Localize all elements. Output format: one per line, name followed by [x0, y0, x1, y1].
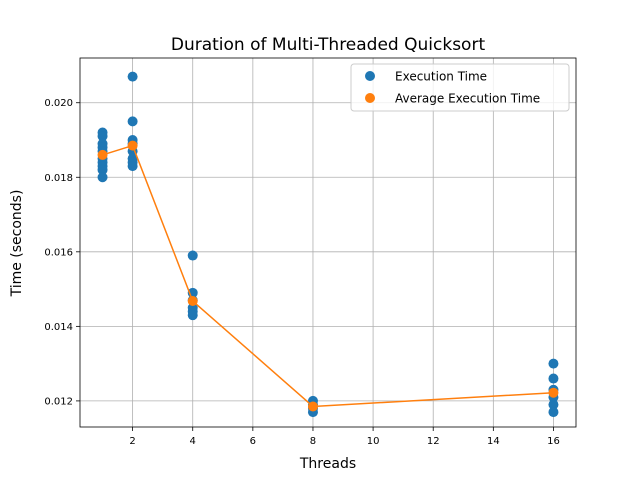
x-tick-label: 4: [190, 436, 196, 447]
x-tick-label: 10: [367, 436, 380, 447]
legend-label-execution-time: Execution Time: [395, 70, 487, 84]
x-tick-label: 6: [250, 436, 256, 447]
y-tick-label: 0.012: [44, 396, 73, 407]
y-tick-label: 0.020: [44, 98, 73, 109]
legend-label-average-execution-time: Average Execution Time: [395, 92, 540, 106]
legend: Execution Time Average Execution Time: [350, 63, 570, 112]
chart-title: Duration of Multi-Threaded Quicksort: [171, 35, 486, 55]
y-tick-label: 0.016: [44, 247, 73, 258]
x-axis-title: Threads: [299, 456, 356, 472]
execution-time-point: [127, 116, 138, 127]
x-axis: 2 4 6 8 10 12 14 16: [129, 427, 560, 447]
plot-area: [97, 71, 559, 418]
y-tick-label: 0.018: [44, 173, 73, 184]
y-axis: 0.012 0.014 0.016 0.018 0.020: [44, 98, 80, 407]
x-tick-label: 2: [129, 436, 135, 447]
legend-marker-execution-time: [365, 71, 375, 81]
grid: [80, 58, 576, 427]
execution-time-point: [548, 407, 559, 418]
execution-time-point: [548, 399, 559, 410]
x-tick-label: 16: [547, 436, 560, 447]
execution-time-point: [97, 131, 108, 142]
average-execution-time-point: [97, 149, 108, 160]
y-axis-title: Time (seconds): [9, 190, 25, 298]
average-execution-time-point: [187, 296, 198, 307]
execution-time-point: [97, 172, 108, 183]
execution-time-point: [548, 358, 559, 369]
average-execution-time-point: [127, 140, 138, 151]
x-tick-label: 12: [427, 436, 440, 447]
legend-box: [350, 63, 570, 112]
x-tick-label: 8: [310, 436, 316, 447]
execution-time-point: [127, 71, 138, 82]
execution-time-point: [187, 250, 198, 261]
average-execution-time-point: [548, 387, 559, 398]
y-tick-label: 0.014: [44, 322, 73, 333]
x-tick-label: 14: [487, 436, 500, 447]
execution-time-point: [97, 164, 108, 175]
execution-time-point: [127, 161, 138, 172]
legend-marker-average-execution-time: [365, 93, 375, 103]
average-execution-time-point: [307, 401, 318, 412]
axes-frame: [79, 57, 577, 428]
execution-time-point: [187, 310, 198, 321]
execution-time-point: [548, 373, 559, 384]
